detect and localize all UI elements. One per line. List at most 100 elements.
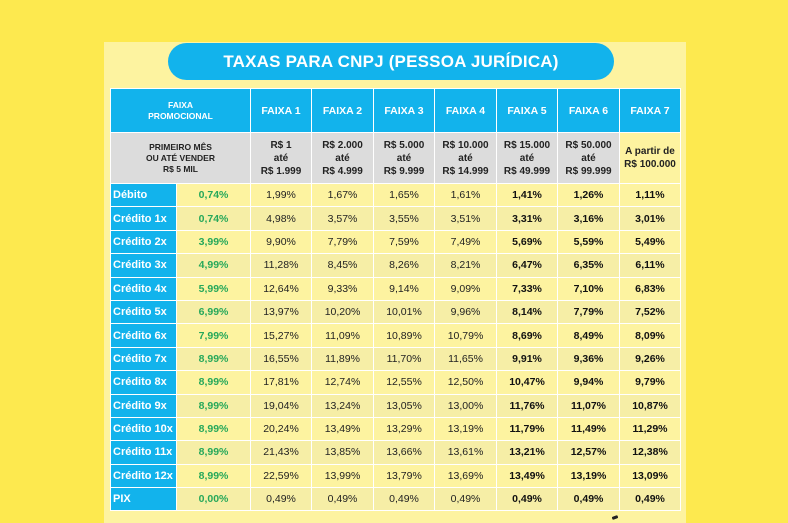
rate-cell: 0,49% <box>373 487 435 512</box>
promo-rate: 0,74% <box>176 206 251 231</box>
rate-cell: 6,83% <box>619 276 681 301</box>
rate-cell: 7,79% <box>557 299 620 325</box>
header-row: FAIXA PROMOCIONAL FAIXA 1 FAIXA 2 FAIXA … <box>110 88 681 133</box>
table-row: Crédito 10x 8,99% 20,24% 13,49% 13,29% 13,19%… <box>110 416 681 442</box>
rate-cell: 9,09% <box>434 276 497 301</box>
promo-rate: 8,99% <box>176 393 251 418</box>
rate-cell: 8,14% <box>496 299 558 325</box>
rate-cell: 7,10% <box>557 276 620 301</box>
header-faixa: FAIXA 4 <box>434 88 497 133</box>
rate-cell: 13,66% <box>373 440 435 465</box>
rates-table: FAIXA PROMOCIONAL FAIXA 1 FAIXA 2 FAIXA … <box>110 88 681 512</box>
rate-cell: 9,14% <box>373 276 435 301</box>
rate-cell: 8,69% <box>496 323 558 348</box>
table-row: Crédito 12x 8,99% 22,59% 13,99% 13,79% 13,69%… <box>110 463 681 489</box>
promo-rate: 0,74% <box>176 182 251 208</box>
range-line: A partir de <box>625 146 675 157</box>
range-cell: R$ 50.000 até R$ 99.999 <box>557 132 620 184</box>
row-label: Crédito 11x <box>110 440 177 465</box>
table-row: Crédito 11x 8,99% 21,43% 13,85% 13,66% 13,61%… <box>110 440 681 465</box>
promo-rate: 4,99% <box>176 253 251 278</box>
rate-cell: 13,49% <box>496 463 558 489</box>
rate-cell: 11,79% <box>496 416 558 442</box>
rate-cell: 3,31% <box>496 206 558 231</box>
promo-desc-line: PRIMEIRO MÊS <box>149 141 212 152</box>
rate-cell: 17,81% <box>250 370 312 395</box>
rate-cell: 8,49% <box>557 323 620 348</box>
rate-cell: 13,97% <box>250 299 312 325</box>
rate-cell: 1,67% <box>311 182 374 208</box>
rate-cell: 6,47% <box>496 253 558 278</box>
rate-cell: 15,27% <box>250 323 312 348</box>
range-line: R$ 4.999 <box>322 165 363 177</box>
rate-cell: 3,16% <box>557 206 620 231</box>
rate-cell: 10,89% <box>373 323 435 348</box>
header-faixa: FAIXA 1 <box>250 88 312 133</box>
rate-cell: 13,24% <box>311 393 374 418</box>
rate-cell: 12,74% <box>311 370 374 395</box>
rate-cell: 8,09% <box>619 323 681 348</box>
row-label: Crédito 8x <box>110 370 177 395</box>
rate-cell: 8,26% <box>373 253 435 278</box>
table-row: Crédito 3x 4,99% 11,28% 8,45% 8,26% 8,21% 6,47… <box>110 253 681 278</box>
promo-rate: 5,99% <box>176 276 251 301</box>
promo-rate: 7,99% <box>176 323 251 348</box>
rate-cell: 11,29% <box>619 416 681 442</box>
table-row: Crédito 7x 8,99% 16,55% 11,89% 11,70% 11,65% 9… <box>110 346 681 372</box>
row-label: Débito <box>110 182 177 208</box>
rate-cell: 10,01% <box>373 299 435 325</box>
promo-rate: 8,99% <box>176 370 251 395</box>
rate-cell: 0,49% <box>496 487 558 512</box>
rate-cell: 11,09% <box>311 323 374 348</box>
range-line: R$ 49.999 <box>503 165 551 177</box>
rate-cell: 5,49% <box>619 229 681 255</box>
rate-cell: 8,45% <box>311 253 374 278</box>
promo-rate: 8,99% <box>176 463 251 489</box>
row-label: Crédito 3x <box>110 253 177 278</box>
row-label: Crédito 7x <box>110 346 177 372</box>
range-line: R$ 2.000 <box>322 139 363 151</box>
range-line: R$ 50.000 <box>565 139 612 151</box>
rate-cell: 20,24% <box>250 416 312 442</box>
promo-rate: 8,99% <box>176 346 251 372</box>
range-line: até <box>273 152 289 164</box>
range-line: até <box>581 152 596 164</box>
rate-cell: 11,65% <box>434 346 497 372</box>
range-cell: R$ 10.000 até R$ 14.999 <box>434 132 497 184</box>
row-label: Crédito 6x <box>110 323 177 348</box>
range-line: até <box>335 152 350 164</box>
range-line: R$ 1 <box>270 139 292 151</box>
range-cell: R$ 5.000 até R$ 9.999 <box>373 132 435 184</box>
range-line: até <box>519 152 535 164</box>
row-label: Crédito 12x <box>110 463 177 489</box>
range-line: R$ 99.999 <box>565 165 612 177</box>
rate-cell: 11,76% <box>496 393 558 418</box>
header-faixa: FAIXA 3 <box>373 88 435 133</box>
rate-cell: 10,20% <box>311 299 374 325</box>
rate-cell: 7,49% <box>434 229 497 255</box>
rate-cell: 13,09% <box>619 463 681 489</box>
rate-cell: 13,19% <box>434 416 497 442</box>
range-cell: A partir de R$ 100.000 <box>619 132 681 184</box>
rate-cell: 4,98% <box>250 206 312 231</box>
rate-cell: 9,33% <box>311 276 374 301</box>
rate-cell: 19,04% <box>250 393 312 418</box>
rate-cell: 9,36% <box>557 346 620 372</box>
rate-cell: 12,57% <box>557 440 620 465</box>
range-cell: R$ 2.000 até R$ 4.999 <box>311 132 374 184</box>
rate-cell: 13,99% <box>311 463 374 489</box>
rate-cell: 6,11% <box>619 253 681 278</box>
rate-cell: 5,59% <box>557 229 620 255</box>
promo-rate: 8,99% <box>176 416 251 442</box>
table-row: Crédito 9x 8,99% 19,04% 13,24% 13,05% 13,00% 1… <box>110 393 681 418</box>
rate-cell: 6,35% <box>557 253 620 278</box>
rate-cell: 1,65% <box>373 182 435 208</box>
range-line: até <box>458 152 473 164</box>
rate-cell: 0,49% <box>250 487 312 512</box>
header-promo-line: FAIXA <box>167 99 194 110</box>
table-row: Débito 0,74% 1,99% 1,67% 1,65% 1,61% 1,41% 1,26… <box>110 182 681 208</box>
rate-cell: 12,55% <box>373 370 435 395</box>
rate-cell: 11,07% <box>557 393 620 418</box>
rate-cell: 3,57% <box>311 206 374 231</box>
rate-cell: 13,05% <box>373 393 435 418</box>
